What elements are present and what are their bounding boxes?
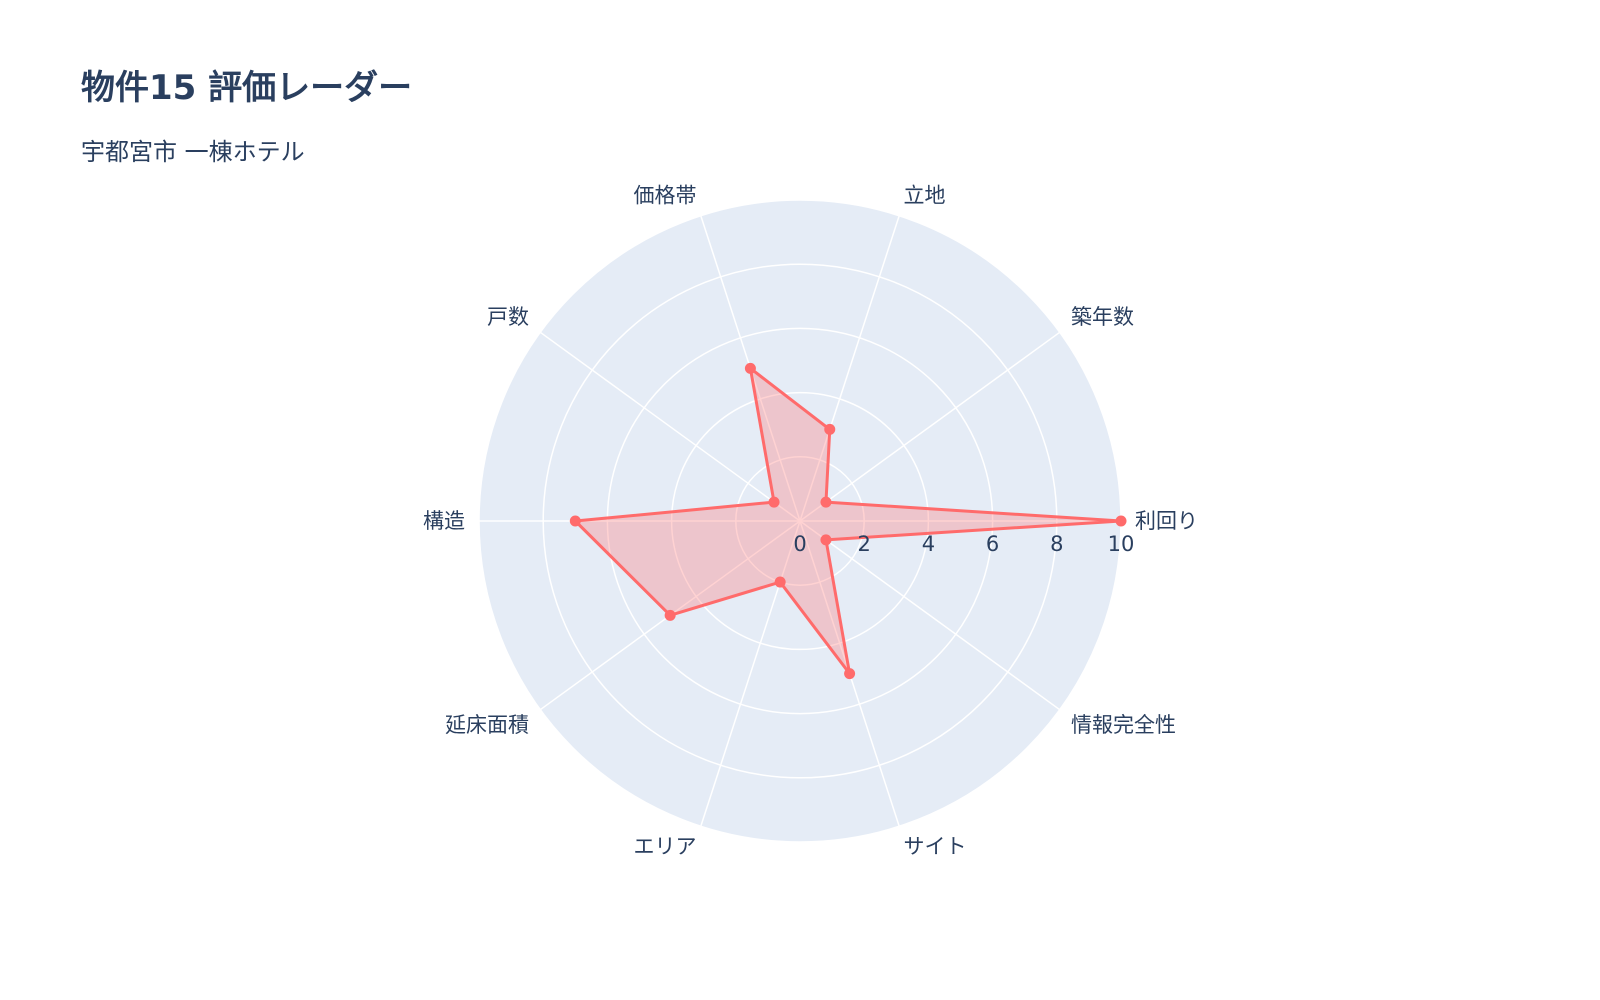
radial-tick-label: 2 — [858, 532, 871, 556]
data-point — [824, 423, 836, 435]
data-point — [820, 534, 832, 546]
axis-label: 戸数 — [487, 305, 529, 329]
data-point — [1115, 515, 1127, 527]
axis-label: 利回り — [1135, 509, 1198, 533]
grid-spoke — [539, 331, 801, 522]
axis-label: 立地 — [904, 183, 946, 207]
data-point — [569, 515, 581, 527]
grid-spoke — [799, 215, 900, 522]
chart-subtitle: 宇都宮市 一棟ホテル — [81, 138, 305, 166]
data-point — [844, 668, 856, 680]
grid-spoke — [700, 520, 801, 827]
grid-spoke — [799, 520, 1061, 711]
grid-spoke — [799, 331, 1061, 522]
radial-tick-label: 4 — [922, 532, 935, 556]
axis-label: 構造 — [423, 509, 465, 533]
data-point — [744, 362, 756, 374]
radial-tick-label: 6 — [986, 532, 999, 556]
axis-label: 情報完全性 — [1071, 713, 1176, 737]
radial-tick-label: 8 — [1050, 532, 1063, 556]
axis-label: 価格帯 — [633, 183, 696, 207]
data-point — [774, 576, 786, 588]
data-point — [820, 496, 832, 508]
chart-title: 物件15 評価レーダー — [81, 68, 413, 108]
axis-label: 築年数 — [1071, 305, 1134, 329]
data-point — [768, 496, 780, 508]
axis-label: エリア — [633, 835, 696, 859]
radial-tick-label: 10 — [1108, 532, 1135, 556]
axis-label: サイト — [904, 835, 967, 859]
data-point — [664, 609, 676, 621]
radial-tick-label: 0 — [793, 532, 806, 556]
axis-label: 延床面積 — [445, 713, 529, 737]
